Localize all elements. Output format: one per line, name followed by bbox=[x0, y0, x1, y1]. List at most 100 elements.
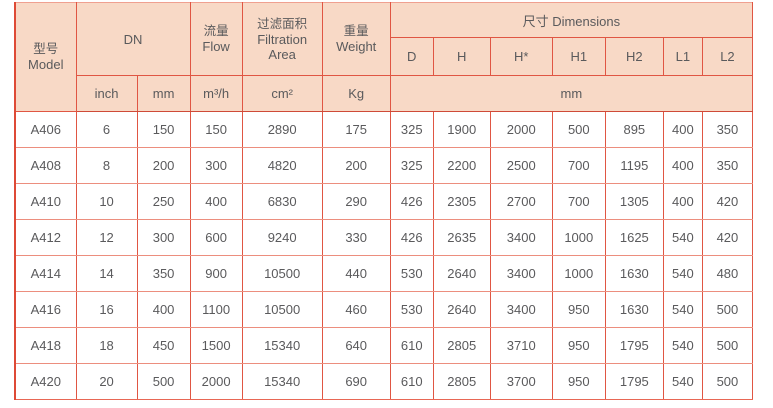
table-cell: 500 bbox=[701, 327, 754, 364]
table-row: A418 18 450 1500 15340 640 610 2805 3710… bbox=[14, 327, 754, 364]
table-cell: 350 bbox=[701, 147, 754, 184]
table-cell: 2000 bbox=[489, 111, 553, 148]
table-cell: 325 bbox=[389, 111, 434, 148]
spec-table: 型号 Model DN 流量 Flow 过滤面积 Filtration Area… bbox=[14, 2, 754, 400]
table-cell: 2635 bbox=[432, 219, 491, 256]
table-cell: 290 bbox=[321, 183, 391, 220]
unit-mm: mm bbox=[136, 75, 191, 112]
table-cell: 426 bbox=[389, 183, 434, 220]
header-row-units: inch mm m³/h cm² Kg mm bbox=[15, 75, 754, 112]
table-row: A410 10 250 400 6830 290 426 2305 2700 7… bbox=[14, 183, 754, 220]
dim-col-header-l1: L1 bbox=[662, 37, 703, 76]
table-cell: 900 bbox=[189, 255, 243, 292]
table-cell: 530 bbox=[389, 255, 434, 292]
table-cell: 150 bbox=[136, 111, 191, 148]
table-cell: 1795 bbox=[604, 363, 664, 400]
table-cell: 2305 bbox=[432, 183, 491, 220]
header-weight-en: Weight bbox=[336, 39, 377, 54]
table-cell: 530 bbox=[389, 291, 434, 328]
table-cell: 3700 bbox=[489, 363, 553, 400]
table-cell: 10500 bbox=[241, 255, 323, 292]
table-cell: 200 bbox=[321, 147, 391, 184]
header-dimensions: 尺寸 Dimensions bbox=[389, 2, 754, 38]
table-cell: 420 bbox=[701, 183, 754, 220]
table-cell: 950 bbox=[551, 291, 606, 328]
table-cell: 1000 bbox=[551, 219, 606, 256]
table-cell: 2000 bbox=[189, 363, 243, 400]
table-row: A408 8 200 300 4820 200 325 2200 2500 70… bbox=[14, 147, 754, 184]
table-cell: 540 bbox=[662, 327, 703, 364]
cell-model: A416 bbox=[14, 291, 77, 328]
dim-col-header-d: D bbox=[389, 37, 434, 76]
table-cell: 6830 bbox=[241, 183, 323, 220]
table-cell: 400 bbox=[189, 183, 243, 220]
dim-col-header-l2: L2 bbox=[701, 37, 754, 76]
table-cell: 2700 bbox=[489, 183, 553, 220]
header-model: 型号 Model bbox=[14, 2, 77, 112]
table-cell: 400 bbox=[662, 183, 703, 220]
table-cell: 2200 bbox=[432, 147, 491, 184]
header-flow: 流量 Flow bbox=[189, 2, 243, 76]
table-cell: 6 bbox=[75, 111, 138, 148]
table-cell: 540 bbox=[662, 363, 703, 400]
table-cell: 1000 bbox=[551, 255, 606, 292]
table-cell: 300 bbox=[189, 147, 243, 184]
table-cell: 4820 bbox=[241, 147, 323, 184]
unit-weight: Kg bbox=[321, 75, 391, 112]
header-filtration-en: Filtration Area bbox=[257, 31, 308, 62]
table-cell: 16 bbox=[75, 291, 138, 328]
table-row: A406 6 150 150 2890 175 325 1900 2000 50… bbox=[14, 111, 754, 148]
header-dn: DN bbox=[75, 2, 191, 76]
table-cell: 2890 bbox=[241, 111, 323, 148]
table-cell: 460 bbox=[321, 291, 391, 328]
table-cell: 500 bbox=[701, 363, 754, 400]
table-cell: 400 bbox=[662, 147, 703, 184]
table-cell: 350 bbox=[136, 255, 191, 292]
table-cell: 300 bbox=[136, 219, 191, 256]
table-cell: 1195 bbox=[604, 147, 664, 184]
table-cell: 540 bbox=[662, 219, 703, 256]
dim-col-header-h1: H1 bbox=[551, 37, 606, 76]
table-cell: 500 bbox=[701, 291, 754, 328]
table-cell: 3400 bbox=[489, 255, 553, 292]
table-cell: 2805 bbox=[432, 363, 491, 400]
table-cell: 1795 bbox=[604, 327, 664, 364]
table-cell: 3400 bbox=[489, 219, 553, 256]
table-cell: 9240 bbox=[241, 219, 323, 256]
header-model-zh: 型号 bbox=[33, 42, 59, 56]
header-row-1: 型号 Model DN 流量 Flow 过滤面积 Filtration Area… bbox=[14, 2, 754, 112]
table-cell: 400 bbox=[136, 291, 191, 328]
dim-col-header-h: H bbox=[432, 37, 491, 76]
table-cell: 610 bbox=[389, 327, 434, 364]
table-cell: 175 bbox=[321, 111, 391, 148]
table-cell: 610 bbox=[389, 363, 434, 400]
table-cell: 350 bbox=[701, 111, 754, 148]
table-cell: 1100 bbox=[189, 291, 243, 328]
table-cell: 1305 bbox=[604, 183, 664, 220]
table-cell: 18 bbox=[75, 327, 138, 364]
table-cell: 690 bbox=[321, 363, 391, 400]
cell-model: A406 bbox=[14, 111, 77, 148]
cell-model: A414 bbox=[14, 255, 77, 292]
header-model-en: Model bbox=[28, 57, 64, 72]
table-cell: 12 bbox=[75, 219, 138, 256]
header-row-2: D H H* H1 H2 L1 L2 bbox=[15, 37, 754, 76]
cell-model: A420 bbox=[14, 363, 77, 400]
table-cell: 426 bbox=[389, 219, 434, 256]
table-cell: 440 bbox=[321, 255, 391, 292]
table-cell: 700 bbox=[551, 183, 606, 220]
table-cell: 330 bbox=[321, 219, 391, 256]
dim-col-header-h2: H2 bbox=[604, 37, 664, 76]
table-cell: 480 bbox=[701, 255, 754, 292]
table-cell: 150 bbox=[189, 111, 243, 148]
header-flow-en: Flow bbox=[202, 39, 230, 54]
table-cell: 600 bbox=[189, 219, 243, 256]
table-cell: 500 bbox=[136, 363, 191, 400]
unit-area: cm² bbox=[241, 75, 323, 112]
table-cell: 700 bbox=[551, 147, 606, 184]
table-cell: 2805 bbox=[432, 327, 491, 364]
header-filtration-area: 过滤面积 Filtration Area bbox=[241, 2, 323, 76]
table-cell: 10 bbox=[75, 183, 138, 220]
table-cell: 1625 bbox=[604, 219, 664, 256]
